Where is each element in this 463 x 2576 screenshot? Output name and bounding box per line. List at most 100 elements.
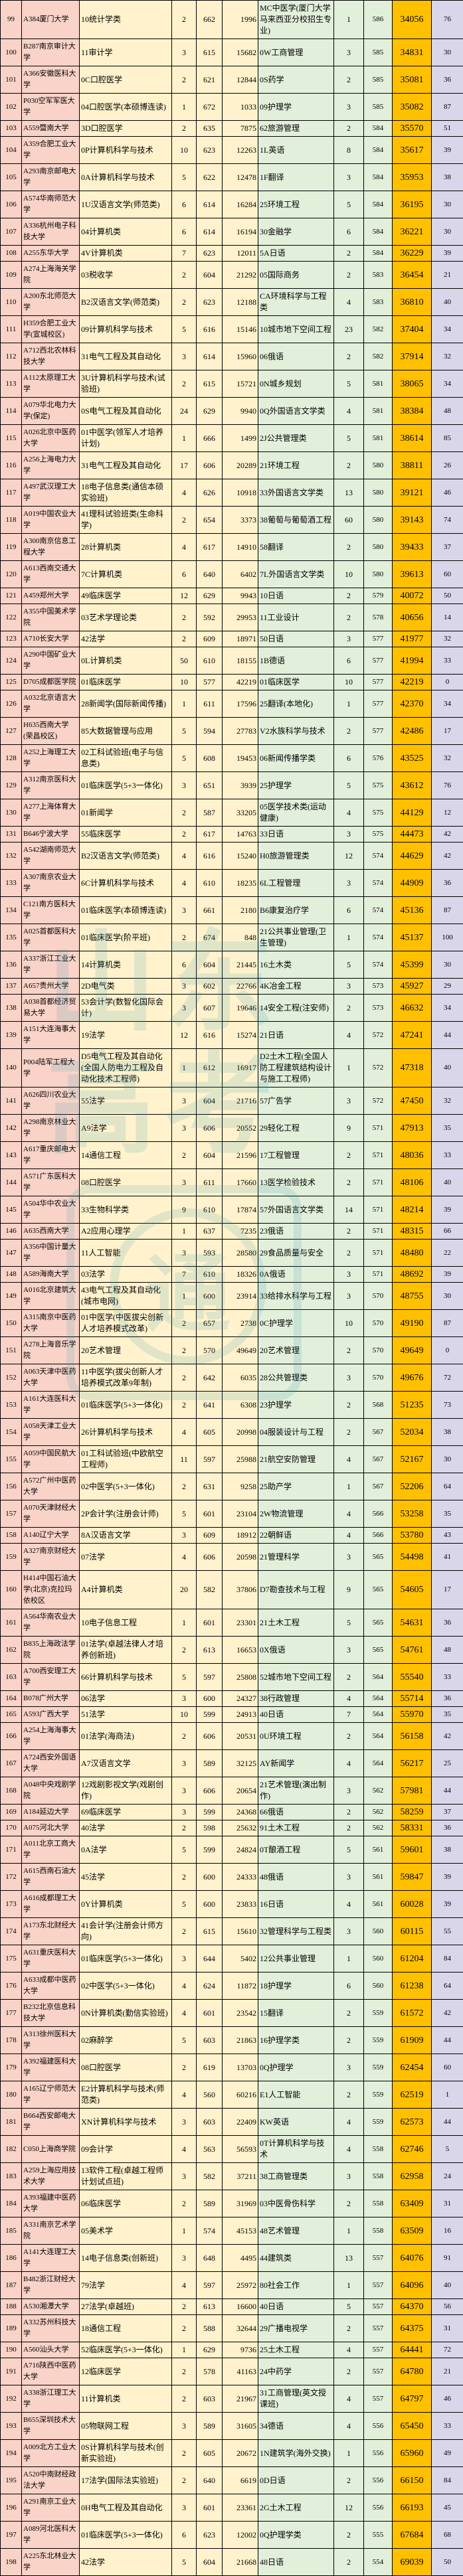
cell-rank-a: 12002 [223,2522,258,2549]
cell-score-a: 577 [197,675,223,690]
cell-rank-b: 44909 [393,870,432,897]
cell-university: B664西安邮电大学 [22,2109,80,2136]
cell-score-b: 583 [364,262,393,289]
cell-university: A058天津工业大学 [22,1419,80,1446]
cell-major-a: 11审计学 [80,39,172,66]
cell-plan-b: 10 [334,561,364,588]
cell-score-b: 557 [364,2342,393,2358]
cell-rank-a: 14910 [223,534,258,561]
cell-rank-a: 20531 [223,1723,258,1750]
cell-score-a: 623 [197,289,223,316]
cell-plan-a: 6 [172,561,197,588]
cell-plan-a: 2 [172,631,197,647]
cell-major-a: B2汉语言文学(师范类) [80,289,172,316]
cell-gap: 87 [432,1310,463,1337]
cell-score-a: 600 [197,1864,223,1891]
cell-gap: 35 [432,1115,463,1142]
cell-rank-a: 18235 [223,870,258,897]
cell-plan-b: 2 [334,2000,364,2027]
cell-score-b: 577 [364,690,393,718]
cell-rank-b: 66193 [393,2494,432,2522]
cell-row-number: 185 [1,2217,22,2245]
cell-plan-b: 12 [334,843,364,870]
cell-university: A366安徽医科大学 [22,66,80,94]
cell-plan-b: 2 [334,2190,364,2217]
cell-major-a: 08口腔医学 [80,1169,172,1196]
cell-gap: 35 [432,1707,463,1723]
cell-university: A059中国民航大学 [22,1446,80,1473]
cell-major-a: 02中医学(5+3一体化) [80,1473,172,1500]
cell-score-a: 637 [197,1224,223,1240]
cell-university: A038首都经济贸易大学 [22,995,80,1022]
cell-rank-b: 61204 [393,1945,432,1972]
cell-rank-a: 9736 [223,2342,258,2358]
cell-major-b: 52城市地下空间工程 [258,1664,334,1691]
cell-rank-a: 15610 [223,1918,258,1945]
cell-rank-a: 20998 [223,1419,258,1446]
cell-gap: 100 [432,924,463,951]
cell-score-b: 559 [364,2109,393,2136]
cell-gap: 17 [432,1571,463,1609]
cell-gap: 34 [432,995,463,1022]
cell-score-a: 609 [197,1528,223,1544]
cell-plan-a: 20 [172,1571,197,1609]
cell-rank-b: 61909 [393,2027,432,2054]
cell-rank-a: 37806 [223,1571,258,1609]
cell-university: A290中国矿业大学 [22,647,80,675]
cell-plan-b: 23 [334,316,364,343]
cell-university: A355中国美术学院 [22,604,80,631]
cell-rank-b: 38065 [393,370,432,398]
cell-major-a: 4V计算机类 [80,246,172,262]
cell-plan-b: 4 [334,1528,364,1544]
cell-score-a: 610 [197,1196,223,1224]
cell-major-b: 0X俄语 [258,1637,334,1664]
cell-major-b: 2J公共管理类 [258,425,334,452]
cell-university: A560汕头大学 [22,2342,80,2358]
cell-major-b: D2土木工程(全国人防工程建筑结构设计与施工工程师) [258,1049,334,1087]
cell-major-b: 05国际商务 [258,262,334,289]
cell-major-a: 12临床医学 [80,2358,172,2385]
cell-score-a: 606 [197,1777,223,1805]
cell-score-a: 662 [197,1,223,39]
cell-rank-a: 29953 [223,604,258,631]
cell-plan-a: 10 [172,675,197,690]
cell-score-b: 575 [364,799,393,827]
cell-university: A274上海海关学院 [22,262,80,289]
cell-major-b: 0Q护理学类 [258,2522,334,2549]
cell-rank-b: 35082 [393,94,432,121]
cell-plan-a: 12 [172,588,197,604]
cell-score-a: 651 [197,772,223,799]
cell-score-b: 572 [364,1049,393,1087]
cell-major-b: 12公共事业管理 [258,1945,334,1972]
cell-score-b: 581 [364,398,393,425]
cell-row-number: 124 [1,647,22,675]
cell-score-b: 584 [364,191,393,218]
cell-university: A025首都医科大学 [22,924,80,951]
cell-score-a: 612 [197,1049,223,1087]
cell-rank-a: 3373 [223,507,258,534]
cell-gap: 64 [432,1473,463,1500]
cell-gap: 76 [432,1,463,39]
cell-gap: 36 [432,66,463,94]
cell-row-number: 190 [1,2342,22,2358]
cell-score-a: 629 [197,2342,223,2358]
cell-row-number: 155 [1,1446,22,1473]
cell-gap: 21 [432,262,463,289]
cell-plan-a: 5 [172,1500,197,1528]
cell-row-number: 117 [1,479,22,507]
cell-gap: 38 [432,1836,463,1864]
cell-score-b: 573 [364,979,393,995]
